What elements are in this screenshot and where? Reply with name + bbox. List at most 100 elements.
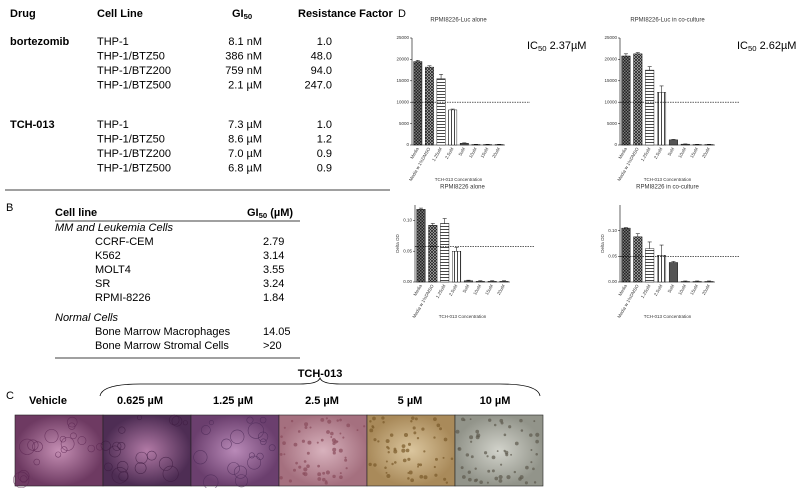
texture	[135, 451, 148, 464]
bar	[413, 61, 423, 146]
header-main: GI	[247, 207, 259, 219]
texture	[321, 477, 326, 482]
texture	[298, 465, 302, 469]
texture	[369, 420, 372, 423]
texture	[116, 460, 129, 473]
header-sub: 50	[244, 12, 253, 21]
texture	[530, 448, 533, 451]
bar	[668, 262, 678, 283]
texture	[411, 416, 415, 420]
texture	[479, 480, 483, 484]
gi50: 8.1 nM	[228, 36, 262, 48]
x-tick-label: 10uM	[677, 283, 687, 295]
texture	[248, 452, 255, 459]
texture	[283, 453, 286, 456]
texture	[288, 479, 292, 483]
texture	[320, 417, 325, 422]
texture	[393, 461, 397, 464]
texture	[405, 448, 410, 453]
y-tick-label: 10000	[396, 99, 409, 104]
header: Resistance Factor	[298, 8, 393, 20]
texture	[373, 463, 377, 467]
panel-label: C	[6, 390, 14, 402]
texture	[410, 420, 413, 423]
cell-line: THP-1	[97, 119, 129, 131]
texture	[533, 420, 536, 423]
texture	[389, 433, 394, 437]
texture	[330, 431, 334, 436]
cell-line: CCRF-CEM	[95, 236, 154, 248]
texture	[230, 429, 245, 444]
texture	[455, 429, 460, 434]
bar	[621, 55, 631, 146]
chart-title: RPMI8226 alone	[440, 185, 485, 191]
gi50: 759 nM	[225, 65, 262, 77]
y-tick-label: 0	[406, 142, 409, 147]
resistance-factor: 0.9	[317, 148, 332, 160]
texture	[475, 429, 480, 434]
x-tick-label: 5uM	[667, 283, 676, 293]
panel-label: D	[398, 8, 406, 20]
texture	[525, 465, 529, 470]
error-bar	[418, 207, 423, 210]
texture	[491, 469, 495, 473]
texture	[384, 466, 387, 470]
x-tick-label: 15uM	[689, 283, 699, 295]
texture	[382, 421, 385, 424]
x-tick-label: 1.25uM	[435, 283, 447, 299]
error-bar	[430, 223, 435, 226]
texture	[293, 442, 298, 447]
texture	[234, 474, 248, 488]
ic50-sub: 50	[538, 44, 547, 53]
texture	[535, 439, 539, 444]
texture	[369, 428, 374, 433]
cell-line: THP-1/BTZ50	[97, 133, 165, 145]
texture	[33, 458, 40, 466]
x-tick-label: Media	[617, 283, 628, 297]
x-tick-label: 1.25uM	[431, 146, 443, 162]
texture	[60, 437, 75, 451]
micrograph	[366, 414, 456, 487]
texture	[301, 439, 305, 443]
texture	[433, 436, 436, 439]
micrographs	[13, 414, 544, 488]
cell-line: THP-1/BTZ200	[97, 148, 171, 160]
y-tick-label: 15000	[604, 78, 617, 83]
texture	[408, 470, 413, 475]
bar	[487, 281, 497, 283]
cell-line: K562	[95, 250, 121, 262]
texture	[247, 422, 264, 439]
cell-line: SR	[95, 278, 110, 290]
error-bar	[659, 85, 664, 93]
ic50-rest: 2.62µM	[760, 40, 797, 52]
y-tick-label: 25000	[604, 35, 617, 40]
texture	[320, 438, 324, 442]
error-bar	[623, 227, 628, 229]
texture	[339, 472, 342, 475]
condition-label: 10 µM	[480, 395, 511, 407]
texture	[290, 419, 294, 423]
texture	[246, 416, 254, 424]
error-bar	[427, 65, 432, 68]
panel-label: B	[6, 202, 13, 214]
texture	[377, 440, 380, 443]
bar	[475, 281, 485, 283]
header: GI50 (µM)	[247, 207, 293, 220]
y-tick-label: 0.05	[403, 248, 412, 253]
texture	[500, 463, 503, 466]
texture	[66, 416, 78, 428]
gi50: 7.3 µM	[228, 119, 262, 131]
texture	[325, 470, 330, 475]
texture	[530, 461, 533, 464]
texture	[100, 440, 111, 451]
texture	[247, 455, 262, 470]
texture	[346, 423, 351, 428]
texture	[279, 452, 283, 456]
texture	[317, 477, 322, 481]
cell-line: THP-1	[97, 36, 129, 48]
resistance-factor: 0.9	[317, 162, 332, 174]
texture	[268, 444, 276, 452]
texture	[385, 460, 388, 463]
texture	[402, 458, 407, 463]
header: GI50	[232, 8, 252, 21]
